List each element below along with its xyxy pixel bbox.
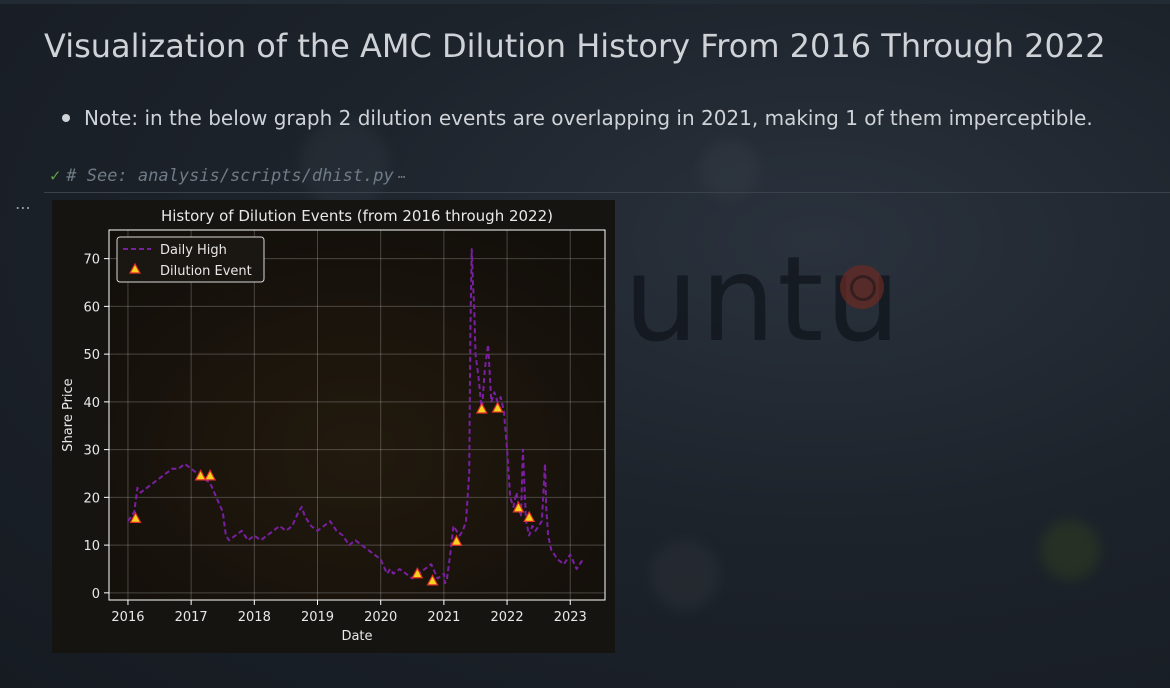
chart-svg: 2016 2017 2018 2019 2020 2021 2022 2023 0 10 20 30 4…	[61, 207, 606, 644]
y-tick-label: 50	[83, 348, 100, 363]
plot-background	[109, 230, 605, 600]
x-tick-label: 2020	[364, 610, 397, 625]
bg-bokeh	[1040, 520, 1100, 580]
daily-high-line	[127, 248, 584, 585]
legend-label-daily-high: Daily High	[160, 243, 227, 258]
bg-bokeh	[300, 120, 390, 210]
x-tick-label: 2018	[238, 610, 271, 625]
y-tick-label: 20	[83, 491, 100, 506]
output-menu-button[interactable]: ⋯	[15, 198, 31, 217]
x-tick-label: 2023	[554, 610, 587, 625]
bullet-icon	[62, 113, 70, 122]
y-tick-label: 30	[83, 444, 100, 459]
y-tick-label: 70	[83, 253, 100, 268]
x-tick-label: 2022	[491, 610, 524, 625]
chart-figure: 2016 2017 2018 2019 2020 2021 2022 2023 0 10 20 30 4…	[52, 200, 615, 653]
dilution-event-marker	[129, 511, 142, 523]
ubuntu-logo-icon	[840, 265, 884, 309]
cell-divider	[44, 192, 1170, 193]
y-tick-label: 40	[83, 396, 100, 411]
y-tick-label: 10	[83, 539, 100, 554]
x-tick-label: 2017	[175, 610, 208, 625]
expand-cell-icon[interactable]: ⋯	[397, 170, 406, 185]
dilution-event-marker	[491, 401, 504, 413]
dilution-event-marker	[194, 469, 207, 481]
bg-bokeh	[650, 540, 720, 610]
code-cell-header[interactable]: ✓ # See: analysis/scripts/dhist.py ⋯	[50, 166, 406, 186]
dilution-event-marker	[426, 574, 439, 586]
x-tick-label: 2019	[301, 610, 334, 625]
note-text: Note: in the below graph 2 dilution even…	[84, 106, 1093, 130]
y-axis-label: Share Price	[61, 378, 76, 451]
dilution-event-marker	[512, 501, 525, 513]
check-icon: ✓	[50, 166, 61, 186]
dilution-event-marker	[411, 566, 424, 579]
plot-frame	[108, 229, 606, 601]
y-tick-label: 0	[92, 587, 100, 602]
dilution-event-marker	[204, 469, 217, 481]
x-tick-label: 2021	[427, 610, 460, 625]
dilution-event-marker	[523, 510, 536, 523]
x-axis-label: Date	[341, 629, 372, 644]
chart-title: History of Dilution Events (from 2016 th…	[161, 207, 553, 225]
note-item: Note: in the below graph 2 dilution even…	[62, 106, 1093, 130]
code-comment: # See: analysis/scripts/dhist.py	[66, 166, 394, 186]
legend-box	[116, 236, 265, 283]
dilution-event-marker	[475, 402, 488, 414]
legend: Daily High Dilution Event	[116, 236, 265, 283]
legend-marker-swatch	[128, 262, 142, 274]
dilution-event-marker	[450, 534, 463, 546]
bg-bokeh	[700, 140, 760, 200]
legend-label-dilution-event: Dilution Event	[160, 264, 252, 279]
top-border	[0, 0, 1170, 4]
page-title: Visualization of the AMC Dilution Histor…	[44, 27, 1106, 65]
y-tick-label: 60	[83, 300, 100, 315]
x-tick-label: 2016	[111, 610, 144, 625]
